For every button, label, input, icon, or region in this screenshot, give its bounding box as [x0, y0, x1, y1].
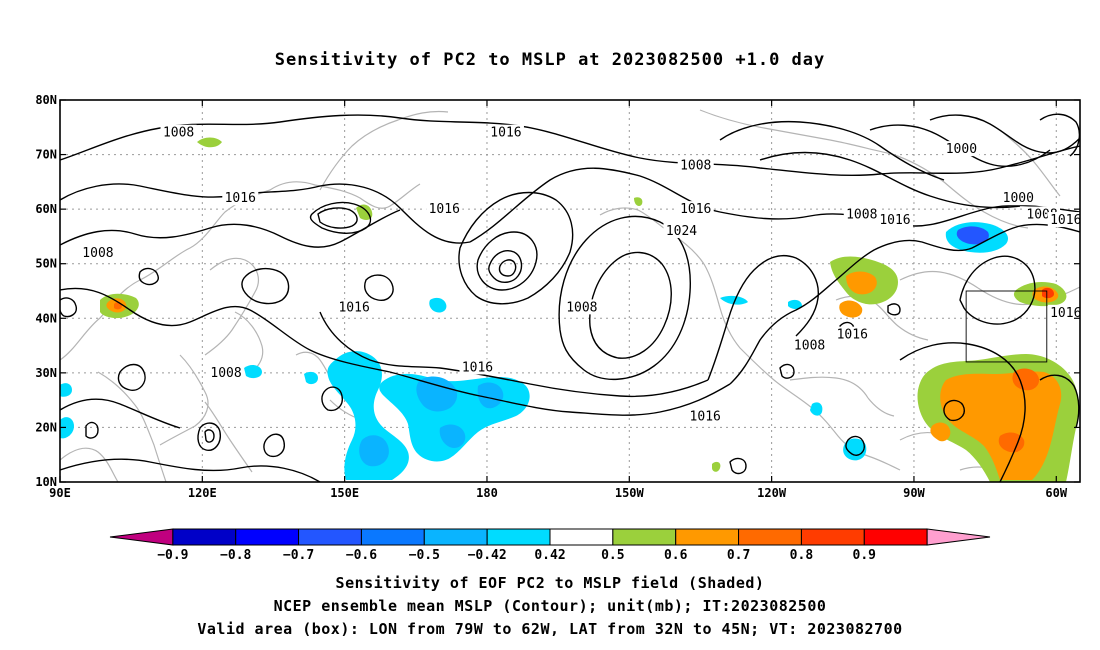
- lat-tick-label: 40N: [35, 311, 57, 325]
- lat-tick-label: 20N: [35, 420, 57, 434]
- colorbar-segment: [738, 528, 802, 546]
- contour-label-bg: [834, 326, 871, 342]
- colorbar-label: −0.8: [220, 548, 251, 563]
- contour-label: 1016: [879, 213, 910, 228]
- contour-label-bg: [843, 206, 880, 222]
- colorbar-segment: [235, 528, 300, 546]
- contour-label-bg: [876, 212, 913, 228]
- contour-label: 1008: [846, 208, 877, 223]
- contour-label-bg: [160, 124, 197, 140]
- colorbar-segment: [675, 528, 740, 546]
- lat-tick-label: 50N: [35, 257, 57, 271]
- contour-label-bg: [1000, 190, 1037, 206]
- colorbar-label: 0.9: [853, 548, 876, 563]
- contour-label: 1008: [210, 366, 241, 381]
- contour-label-bg: [563, 299, 600, 315]
- contour-label-bg: [426, 201, 463, 217]
- contour-label-bg: [791, 337, 828, 353]
- colorbar-segment: [360, 528, 425, 546]
- colorbar: [109, 528, 991, 546]
- contour-label-bg: [208, 364, 245, 380]
- contour-label-bg: [677, 201, 714, 217]
- contour-label: 1008: [82, 246, 113, 261]
- lon-tick-label: 60W: [1045, 486, 1067, 500]
- contour-label-bg: [336, 299, 373, 315]
- map-title: Sensitivity of PC2 to MSLP at 2023082500…: [274, 50, 826, 70]
- contour-label: 1016: [690, 410, 721, 425]
- colorbar-label: 0.7: [727, 548, 750, 563]
- lon-tick-label: 120W: [757, 486, 787, 500]
- lat-tick-label: 60N: [35, 202, 57, 216]
- contour-label: 1016: [837, 328, 868, 343]
- contour-label-bg: [222, 190, 259, 206]
- sensitivity-shading: [60, 137, 1079, 482]
- contour-label-bg: [1047, 212, 1080, 228]
- lat-tick-label: 80N: [35, 93, 57, 107]
- lon-tick-label: 150W: [615, 486, 645, 500]
- colorbar-segment: [926, 528, 991, 546]
- contour-label: 1016: [225, 191, 256, 206]
- colorbar-label: 0.6: [664, 548, 688, 563]
- caption-valid-area: Valid area (box): LON from 79W to 62W, L…: [197, 620, 903, 638]
- contour-label: 1016: [462, 360, 493, 375]
- lon-tick-label: 90W: [903, 486, 925, 500]
- contour-label-bg: [487, 124, 524, 140]
- contour-label-bg: [677, 157, 714, 173]
- contour-label: 1008: [794, 339, 825, 354]
- lat-tick-label: 70N: [35, 148, 57, 162]
- lon-tick-label: 150E: [330, 486, 359, 500]
- contour-label: 1016: [1050, 306, 1081, 321]
- colorbar-segment: [423, 528, 488, 546]
- contour-label: 1016: [429, 202, 460, 217]
- colorbar-segment: [863, 528, 928, 546]
- colorbar-label: −0.9: [157, 548, 188, 563]
- colorbar-label: −0.7: [283, 548, 314, 563]
- contour-label: 1016: [338, 300, 369, 315]
- contour-label: 1008: [680, 158, 711, 173]
- caption-contour: NCEP ensemble mean MSLP (Contour); unit(…: [273, 597, 827, 615]
- colorbar-segment: [109, 528, 174, 546]
- colorbar-label: −0.6: [346, 548, 377, 563]
- colorbar-label: 0.42: [534, 548, 565, 563]
- colorbar-label: −0.5: [409, 548, 440, 563]
- axis-ticks: [59, 99, 1080, 483]
- colorbar-label: 0.8: [790, 548, 814, 563]
- contour-label: 1024: [666, 224, 697, 239]
- contour-label: 1016: [680, 202, 711, 217]
- contour-label-bg: [943, 141, 980, 157]
- lat-tick-label: 10N: [35, 475, 57, 489]
- contour-label-bg: [79, 244, 116, 260]
- colorbar-segment: [172, 528, 237, 546]
- contour-label-bg: [687, 408, 724, 424]
- lon-tick-label: 180: [476, 486, 498, 500]
- axis-labels: 90E 120E 150E 180 150W 120W 90W 60W 80N 70N 60N 50N…: [35, 93, 1068, 500]
- lat-tick-label: 30N: [35, 366, 57, 380]
- colorbar-segment: [800, 528, 865, 546]
- colorbar-label: −0.42: [468, 548, 507, 563]
- map-frame: [59, 99, 1081, 483]
- contour-label-bg: [1047, 304, 1080, 320]
- colorbar-segment: [486, 528, 551, 546]
- mslp-contours: [60, 113, 1080, 482]
- contour-label: 1008: [163, 126, 194, 141]
- colorbar-labels: −0.9 −0.8 −0.7 −0.6 −0.5 −0.42 0.42 0.5 0.6 0.7 0.…: [157, 548, 876, 563]
- lon-tick-label: 120E: [188, 486, 217, 500]
- contour-label: 1016: [1050, 213, 1081, 228]
- lon-tick-label: 90E: [49, 486, 71, 500]
- colorbar-segment: [549, 528, 614, 546]
- contour-label: 1000: [1003, 191, 1034, 206]
- colorbar-segment: [612, 528, 677, 546]
- contour-label: 1000: [946, 142, 977, 157]
- caption-shading: Sensitivity of EOF PC2 to MSLP field (Sh…: [335, 574, 765, 592]
- map-background: [60, 100, 1080, 482]
- valid-area-box: [965, 290, 1048, 363]
- contour-label: 1016: [490, 126, 521, 141]
- contour-label: 1008: [566, 300, 597, 315]
- contour-label-bg: [663, 222, 700, 238]
- contour-label-bg: [459, 359, 496, 375]
- colorbar-segment: [298, 528, 362, 546]
- colorbar-label: 0.5: [601, 548, 624, 563]
